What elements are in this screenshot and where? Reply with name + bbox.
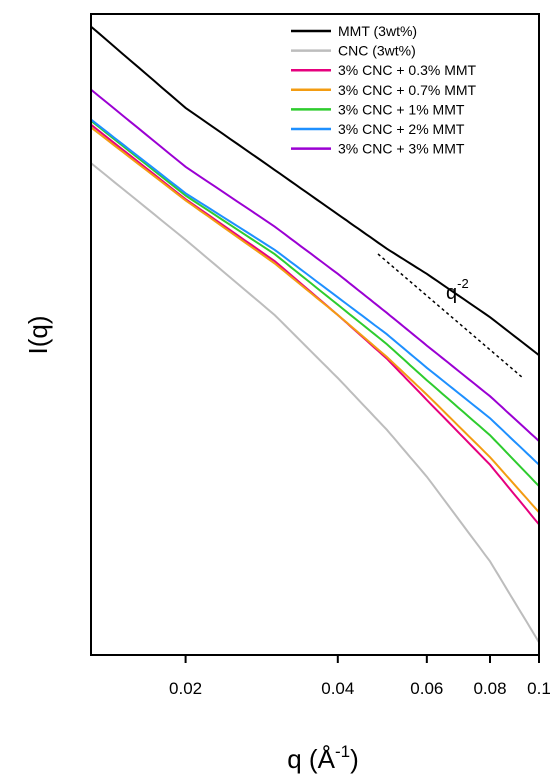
legend-label-3: 3% CNC + 0.7% MMT	[338, 82, 477, 98]
x-tick-label-3: 0.08	[473, 679, 506, 698]
slope-annotation-base: q	[446, 282, 457, 304]
series-line-3	[90, 126, 540, 513]
plot-area	[90, 25, 540, 643]
slope-annotation-exponent: -2	[457, 276, 469, 291]
x-axis: 0.02 0.04 0.06 0.08 0.1	[169, 655, 551, 698]
series-line-2	[90, 123, 540, 526]
x-tick-label-1: 0.04	[321, 679, 354, 698]
slope-annotation: q-2	[446, 276, 469, 304]
y-axis-title: I(q)	[23, 316, 53, 355]
plot-frame	[90, 13, 540, 656]
x-tick-label-4: 0.1	[527, 679, 551, 698]
series-line-4	[90, 120, 540, 487]
series-line-0	[90, 25, 540, 356]
series-line-1	[90, 162, 540, 643]
x-axis-title: q (Å-1)	[287, 742, 358, 774]
legend: MMT (3wt%) CNC (3wt%) 3% CNC + 0.3% MMT 3% …	[291, 23, 477, 157]
legend-label-2: 3% CNC + 0.3% MMT	[338, 62, 477, 78]
x-axis-title-main: q (Å	[287, 744, 335, 774]
x-tick-label-0: 0.02	[169, 679, 202, 698]
legend-label-5: 3% CNC + 2% MMT	[338, 121, 465, 137]
legend-label-4: 3% CNC + 1% MMT	[338, 101, 465, 117]
x-axis-title-close: )	[350, 744, 359, 774]
series-line-6	[90, 88, 540, 442]
series-line-5	[90, 118, 540, 466]
legend-label-1: CNC (3wt%)	[338, 43, 416, 59]
slope-guide-line	[377, 253, 524, 379]
x-axis-title-sup: -1	[335, 742, 350, 761]
legend-label-6: 3% CNC + 3% MMT	[338, 141, 465, 157]
legend-label-0: MMT (3wt%)	[338, 23, 417, 39]
x-tick-label-2: 0.06	[410, 679, 443, 698]
